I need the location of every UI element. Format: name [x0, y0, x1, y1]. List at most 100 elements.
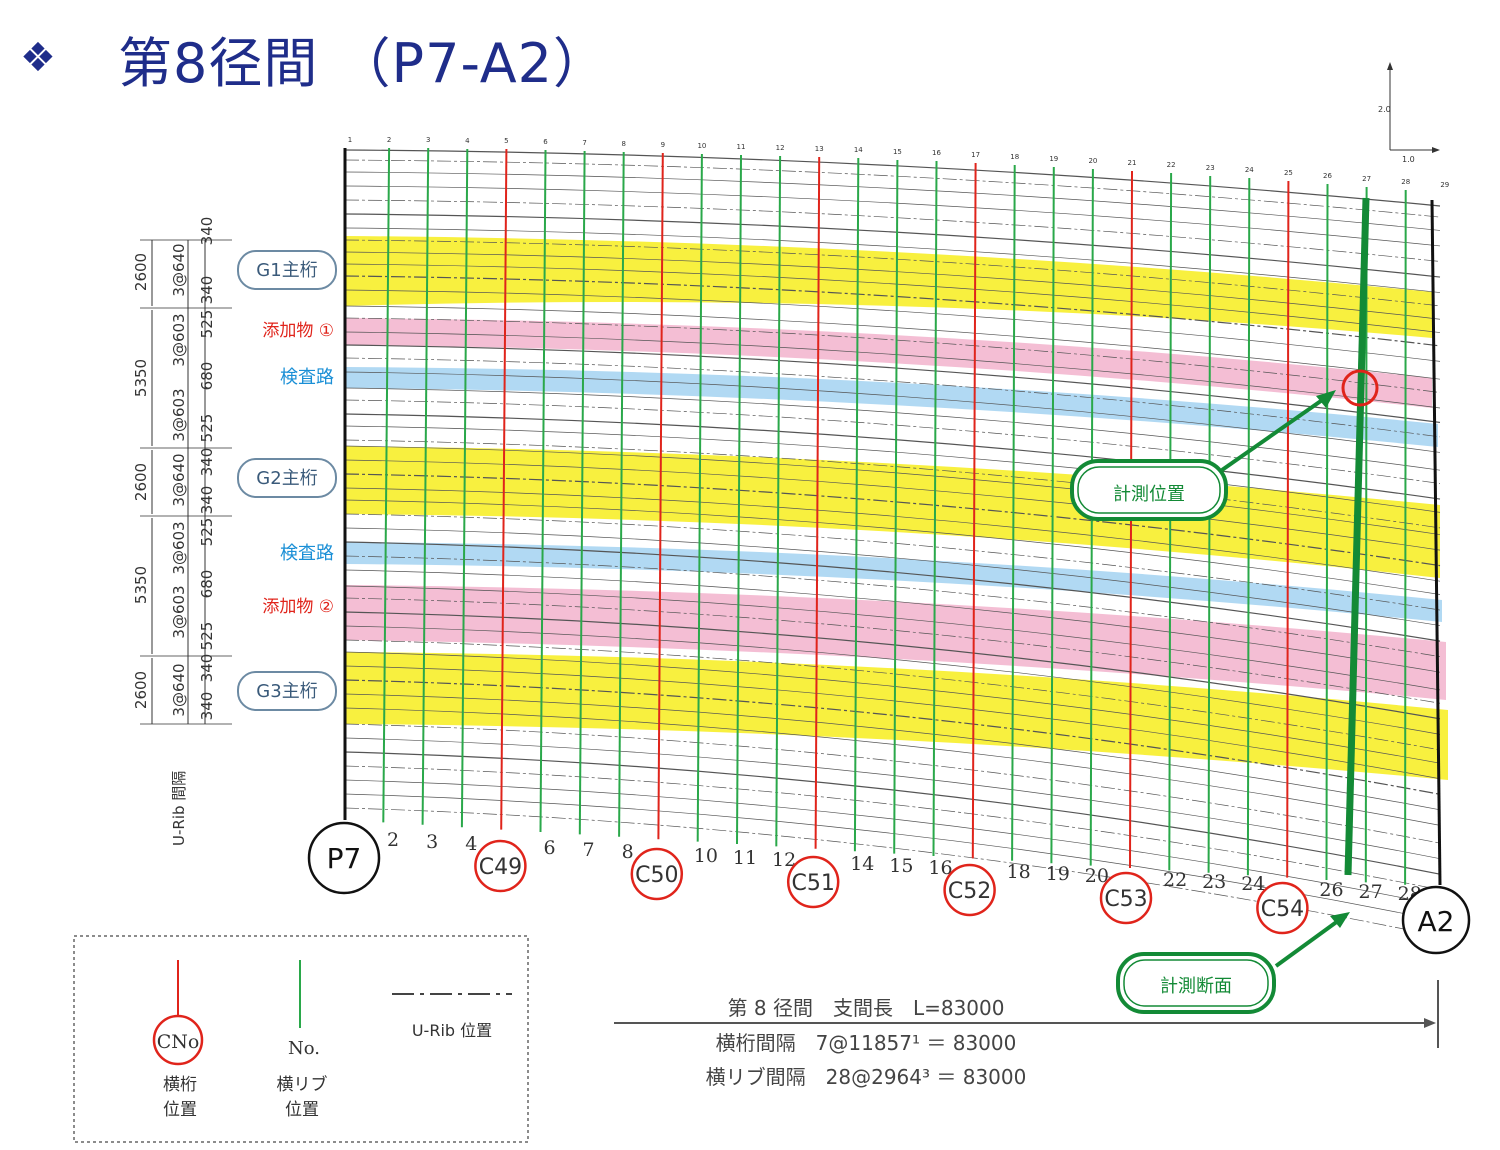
a2-pier-circle	[1401, 885, 1471, 955]
rib-bottom-number: 20	[1085, 865, 1109, 887]
rib-top-number: 26	[1323, 172, 1332, 180]
dimension-mid: 3@640	[170, 663, 188, 716]
rib-top-number: 20	[1088, 157, 1097, 165]
g2-label: G2主桁	[256, 468, 317, 489]
rib-top-number: 23	[1206, 164, 1215, 172]
transverse-rib-line	[1246, 177, 1251, 876]
dimension-outer: 5350	[132, 359, 150, 397]
urib-grid-line	[344, 679, 1441, 795]
rib-bottom-number: 14	[850, 853, 874, 875]
measurement-position-label: 計測位置	[1113, 484, 1185, 505]
crossbeam-circle	[1099, 871, 1153, 925]
rib-top-number: 14	[854, 146, 863, 154]
rib-top-number: 17	[971, 151, 980, 159]
urib-grid-line	[344, 185, 1441, 247]
rib-bottom-number: 16	[928, 857, 952, 879]
urib-grid-line	[344, 317, 1441, 393]
rib-bottom-number: 24	[1241, 873, 1265, 895]
urib-grid-line	[344, 707, 1441, 826]
dimension-inner: 525	[198, 518, 216, 547]
rib-top-number: 24	[1245, 166, 1254, 174]
urib-grid-line	[344, 639, 1441, 751]
transverse-rib-line	[421, 147, 430, 825]
transverse-rib-line	[539, 149, 547, 833]
rib-bottom-number: 3	[426, 831, 438, 853]
rib-top-number: 16	[932, 149, 941, 157]
legend-rib-symbol: No.	[288, 1038, 320, 1059]
crossbeam-line	[500, 148, 508, 830]
urib-grid-line	[344, 399, 1441, 484]
rib-bottom-number: 27	[1359, 881, 1383, 903]
rib-bottom-number: 26	[1319, 879, 1343, 901]
urib-spacing-label: U-Rib 間隔	[170, 771, 188, 846]
urib-grid-line	[344, 625, 1441, 735]
axis-up-label: 2.0	[1378, 105, 1391, 114]
rib-bottom-number: 11	[733, 847, 757, 869]
transverse-rib-line	[853, 157, 860, 852]
rib-top-number: 22	[1167, 161, 1176, 169]
dimension-inner: 340	[198, 276, 216, 305]
urib-grid-line	[344, 665, 1441, 780]
crossbeam-label: C54	[1261, 897, 1304, 922]
rib-top-number: 21	[1128, 159, 1137, 167]
urib-grid-line	[344, 597, 1441, 704]
rib-bottom-number: 4	[465, 833, 477, 855]
urib-grid-line	[344, 765, 1441, 891]
rib-bottom-number: 2	[387, 829, 399, 851]
dimension-mid: 3@603	[170, 388, 188, 441]
legend-crossbeam-symbol: CNo	[157, 1031, 200, 1053]
urib-grid-line	[344, 693, 1441, 811]
dimension-outer: 5350	[132, 566, 150, 604]
legend-crossbeam-caption-2: 位置	[163, 1100, 197, 1120]
crossbeam-label: C50	[635, 863, 678, 888]
dimension-inner: 680	[198, 570, 216, 599]
rib-bottom-number: 8	[622, 841, 634, 863]
g1-label-box	[237, 250, 337, 290]
rib-top-number: 15	[893, 148, 902, 156]
additive1-band	[345, 318, 1432, 408]
transverse-rib-line	[736, 154, 742, 845]
dimension-inner: 525	[198, 622, 216, 651]
transverse-rib-line	[578, 150, 586, 835]
urib-grid-line	[344, 149, 1441, 207]
crossbeam-circle	[474, 839, 527, 893]
diamond-bullet-icon: ❖	[20, 35, 56, 81]
dimension-outer: 2600	[132, 463, 150, 501]
rib-bottom-number: 19	[1046, 863, 1070, 885]
rib-top-number: 2	[387, 136, 391, 144]
transverse-rib-line	[1207, 175, 1212, 873]
legend-urib-caption: U-Rib 位置	[412, 1021, 492, 1040]
rib-top-number: 8	[621, 140, 625, 148]
crossbeam-circle	[630, 847, 684, 901]
inspection2-label: 検査路	[280, 543, 334, 564]
a2-pier-label: A2	[1418, 905, 1455, 938]
dimension-inner: 340	[198, 217, 216, 246]
orientation-axes-icon	[1387, 62, 1440, 153]
dimension-inner: 680	[198, 362, 216, 391]
crossbeam-circle	[1256, 881, 1309, 935]
urib-grid-line	[344, 239, 1441, 307]
legend-crossbeam-caption-1: 横桁	[163, 1075, 197, 1095]
urib-grid-line	[344, 439, 1441, 529]
g1-label: G1主桁	[256, 260, 317, 281]
crossbeam-label: C49	[479, 855, 522, 880]
dimension-inner: 525	[198, 310, 216, 339]
urib-grid-line	[344, 199, 1441, 262]
title-text: 第8径間 （P7-A2）	[118, 31, 609, 95]
dimension-inner: 340	[198, 654, 216, 683]
rib-bottom-number: 12	[772, 849, 796, 871]
rib-top-number: 19	[1049, 155, 1058, 163]
transverse-rib-line	[893, 159, 899, 854]
urib-grid-line	[344, 807, 1441, 937]
crossbeam-label: C52	[948, 879, 991, 904]
urib-grid-line	[344, 723, 1441, 844]
crossbeam-label: C53	[1104, 887, 1147, 912]
measurement-section-label: 計測断面	[1160, 976, 1232, 997]
rib-bottom-number: 23	[1202, 871, 1226, 893]
crossbeam-spacing-text: 横桁間隔 7@11857¹ ＝ 83000	[716, 1031, 1017, 1055]
measurement-point-circle	[1341, 369, 1379, 407]
crossbeam-line	[1286, 180, 1290, 878]
rib-top-number: 18	[1010, 153, 1019, 161]
dimension-mid: 3@603	[170, 521, 188, 574]
axis-right-label: 1.0	[1402, 155, 1415, 164]
